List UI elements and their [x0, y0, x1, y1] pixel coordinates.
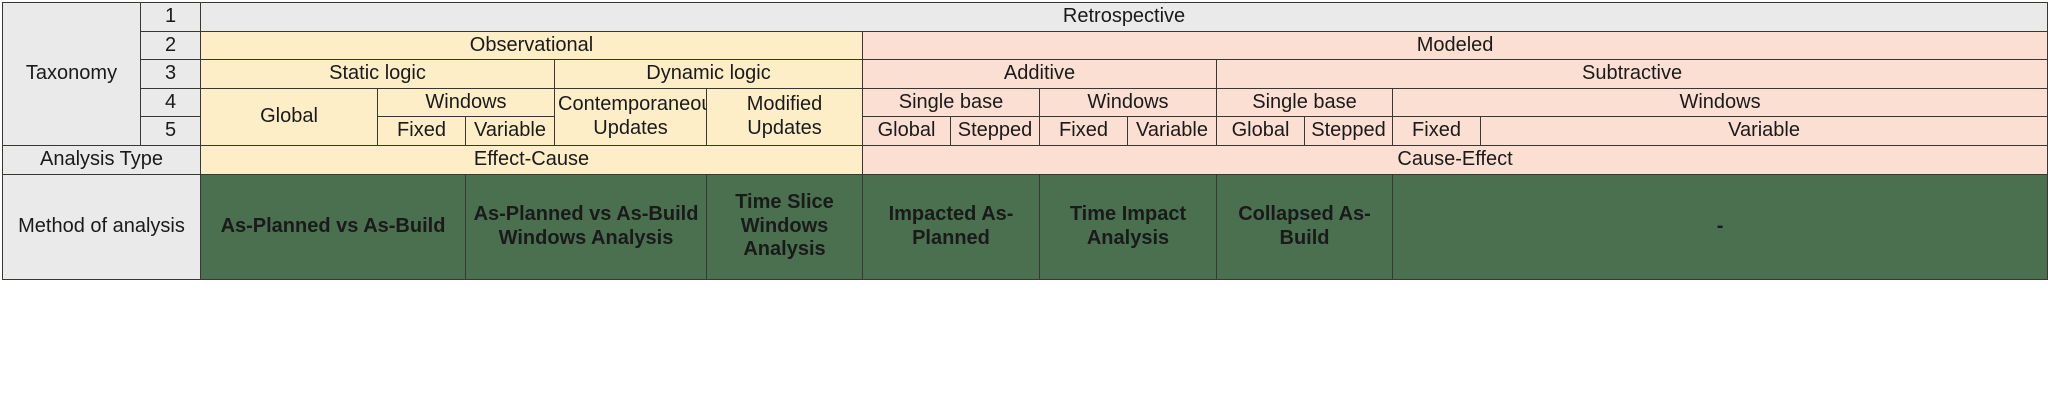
level5-cell-static-windows-variable[interactable]: Variable	[465, 116, 555, 146]
level5-cell-static-windows-fixed[interactable]: Fixed	[377, 116, 466, 146]
method-of-analysis-row-label: Method of analysis	[2, 173, 201, 280]
level5-cell-subtractive-sb-stepped[interactable]: Stepped	[1304, 116, 1393, 146]
level-number-1: 1	[140, 2, 201, 32]
method-cell-time-slice-windows-analysis[interactable]: Time Slice Windows Analysis	[706, 173, 863, 280]
level-number-5: 5	[140, 116, 201, 146]
taxonomy-matrix-table: Taxonomy 1 Retrospective 2 Observational…	[2, 2, 2048, 280]
level3-cell-static-logic[interactable]: Static logic	[200, 59, 555, 89]
level-number-3: 3	[140, 59, 201, 89]
analysis-type-cell-effect-cause[interactable]: Effect-Cause	[200, 144, 863, 175]
method-cell-time-impact-analysis[interactable]: Time Impact Analysis	[1039, 173, 1217, 280]
level-number-4: 4	[140, 87, 201, 118]
level2-cell-observational[interactable]: Observational	[200, 30, 863, 61]
level4-cell-contemporaneous-updates[interactable]: Contemporaneous Updates	[554, 87, 707, 146]
method-cell-as-planned-vs-as-build[interactable]: As-Planned vs As-Build	[200, 173, 466, 280]
level5-cell-additive-sb-stepped[interactable]: Stepped	[950, 116, 1040, 146]
table-row-level-1: Taxonomy 1 Retrospective	[2, 2, 2048, 146]
level5-cell-subtractive-win-variable[interactable]: Variable	[1479, 116, 2048, 146]
method-cell-impacted-as-planned[interactable]: Impacted As-Planned	[862, 173, 1040, 280]
level3-cell-subtractive[interactable]: Subtractive	[1215, 59, 2048, 89]
level5-cell-additive-sb-global[interactable]: Global	[862, 116, 951, 146]
level4-cell-modified-updates[interactable]: Modified Updates	[706, 87, 863, 146]
level2-cell-modeled[interactable]: Modeled	[861, 30, 2048, 61]
level4-cell-static-windows[interactable]: Windows	[377, 87, 555, 118]
analysis-type-row-label: Analysis Type	[2, 144, 201, 175]
table-row-level-4: 4 Global Windows Contemporaneous Updates…	[3, 87, 2048, 146]
table-row-analysis-type: Analysis Type Effect-Cause Cause-Effect	[2, 144, 2048, 175]
level3-cell-additive[interactable]: Additive	[862, 59, 1217, 89]
level4-cell-subtractive-single-base[interactable]: Single base	[1216, 87, 1393, 118]
table-row-method-of-analysis: Method of analysis As-Planned vs As-Buil…	[2, 173, 2048, 280]
level4-cell-subtractive-windows[interactable]: Windows	[1391, 87, 2048, 118]
level5-cell-subtractive-win-fixed[interactable]: Fixed	[1392, 116, 1481, 146]
taxonomy-row-label: Taxonomy	[2, 2, 141, 146]
level1-cell-retrospective[interactable]: Retrospective	[199, 2, 2048, 32]
level5-cell-subtractive-sb-global[interactable]: Global	[1216, 116, 1305, 146]
method-cell-as-planned-vs-as-build-windows-analysis[interactable]: As-Planned vs As-Build Windows Analysis	[465, 173, 707, 280]
method-cell-none[interactable]: -	[1391, 173, 2048, 280]
level5-cell-additive-win-fixed[interactable]: Fixed	[1039, 116, 1128, 146]
level4-cell-additive-single-base[interactable]: Single base	[862, 87, 1040, 118]
level-number-2: 2	[140, 30, 201, 61]
table-row-level-3: 3 Static logic Dynamic logic Additive Su…	[3, 59, 2048, 89]
level4-cell-static-global[interactable]: Global	[200, 87, 378, 146]
level5-cell-additive-win-variable[interactable]: Variable	[1127, 116, 1217, 146]
level4-cell-additive-windows[interactable]: Windows	[1039, 87, 1217, 118]
analysis-type-cell-cause-effect[interactable]: Cause-Effect	[861, 144, 2048, 175]
level3-cell-dynamic-logic[interactable]: Dynamic logic	[554, 59, 863, 89]
table-row-level-2: 2 Observational Modeled	[3, 30, 2048, 61]
method-cell-collapsed-as-build[interactable]: Collapsed As-Build	[1216, 173, 1393, 280]
